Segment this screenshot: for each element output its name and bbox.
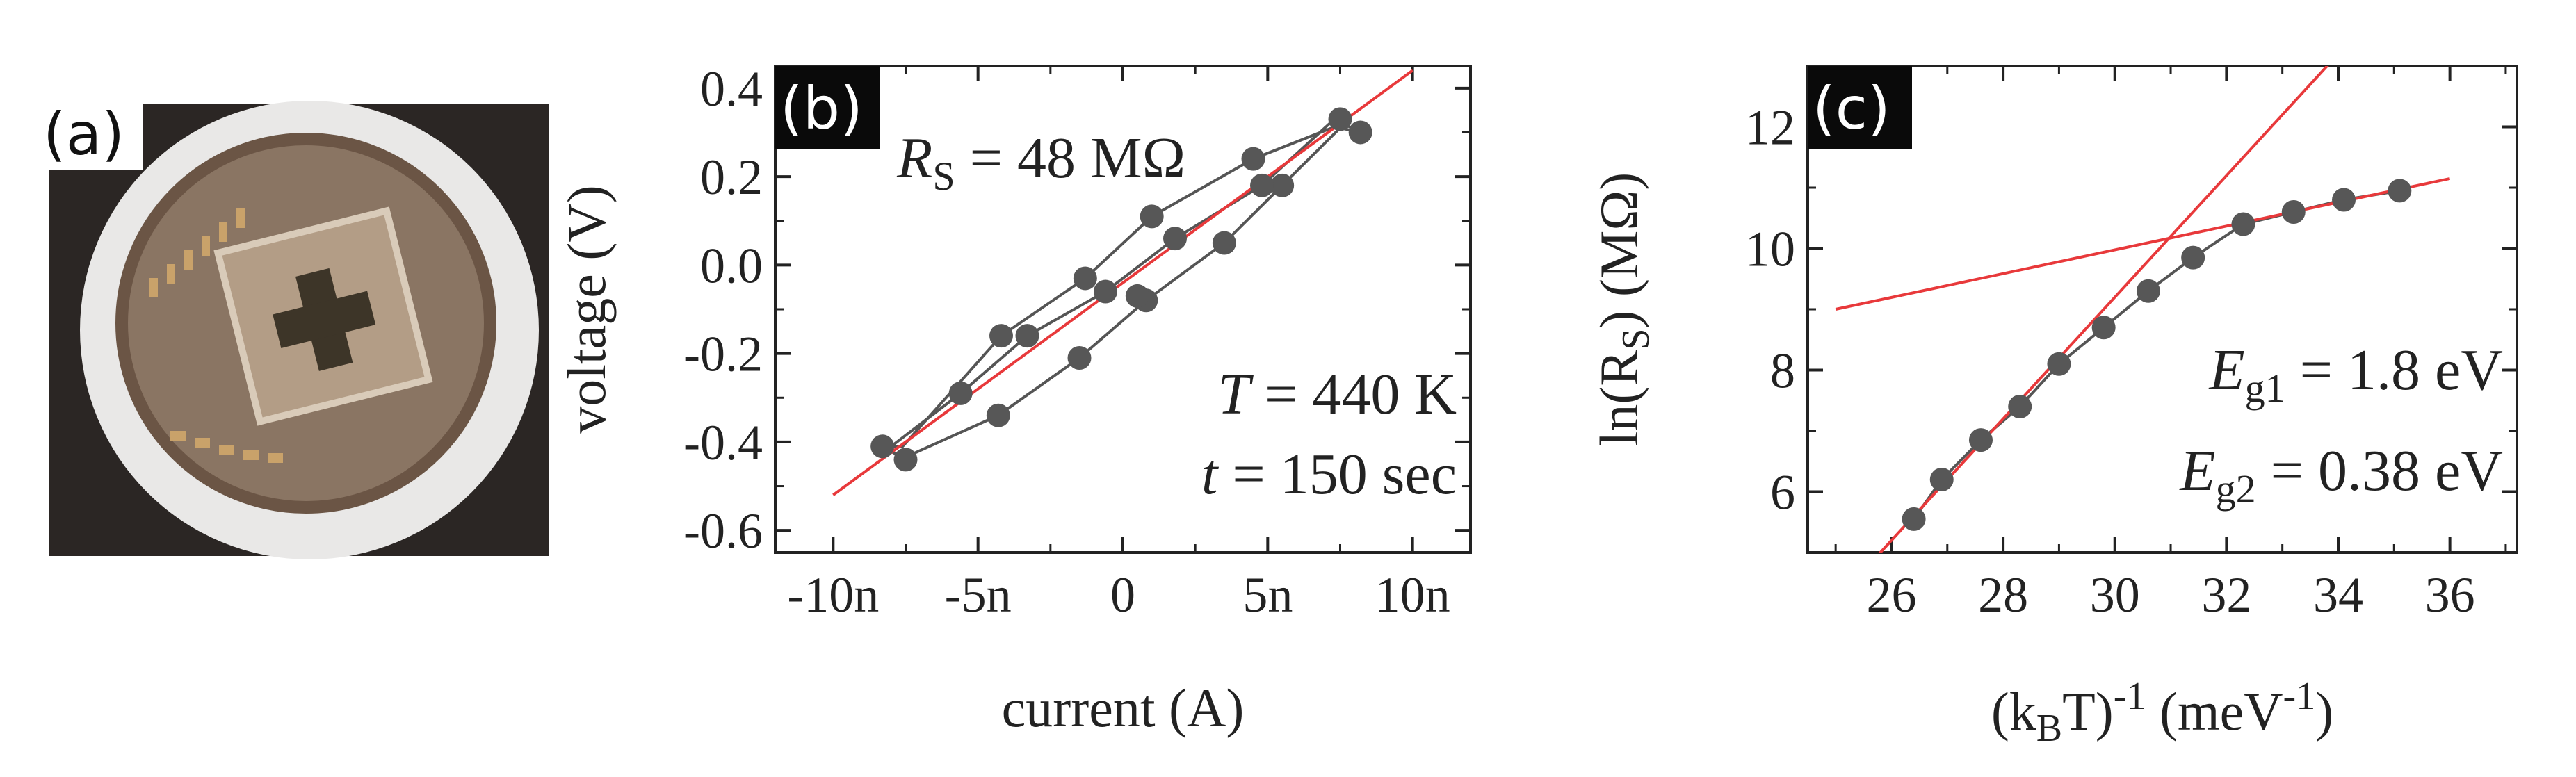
panel-a: (a) [38, 94, 549, 559]
panel-label-c: (c) [1813, 74, 1890, 142]
y-tick-label: -0.4 [683, 415, 763, 471]
data-point [2281, 200, 2306, 224]
panel-label-a: (a) [43, 100, 124, 168]
data-point [1902, 507, 1926, 531]
annotation-time-eq: = 150 sec [1217, 442, 1457, 507]
panel-label-a-bg [38, 94, 143, 170]
data-point [1241, 147, 1265, 171]
annotation-eg1: Eg1 = 1.8 eV [2208, 338, 2503, 411]
annotation-time: t = 150 sec [1201, 442, 1457, 507]
x-tick-label: 34 [2313, 567, 2363, 623]
x-tick-label: 30 [2090, 567, 2140, 623]
annotation-eg1-eq: = 1.8 eV [2285, 338, 2503, 402]
annotation-temperature: T = 440 K [1217, 362, 1457, 427]
y-tick-label: -0.6 [683, 503, 763, 559]
data-point [1094, 279, 1117, 304]
data-point [1067, 346, 1092, 370]
data-point [948, 381, 973, 405]
annotation-rs-eq: = 48 MΩ [955, 126, 1186, 190]
annotation-eg2-sub: g2 [2216, 466, 2256, 512]
annotation-eg1-sub: g1 [2245, 366, 2285, 411]
annotation-eg2-var: E [2179, 439, 2215, 503]
x-tick-label: 10n [1375, 567, 1450, 623]
x-axis-title-c: (kBT)-1 (meV-1) [1991, 675, 2333, 750]
data-point [1348, 120, 1372, 145]
x-tick-labels-c: 26 28 30 32 34 36 [1866, 567, 2474, 623]
x-tick-label: -5n [945, 567, 1012, 623]
series-c [1835, 66, 2451, 553]
x-tick-label: 0 [1110, 567, 1135, 623]
data-point [2091, 316, 2116, 340]
data-point [989, 324, 1013, 348]
annotation-time-var: t [1201, 442, 1220, 507]
x-tick-label: 5n [1242, 567, 1293, 623]
data-point [870, 434, 895, 459]
annotation-temperature-var: T [1217, 362, 1254, 427]
fit-line [832, 69, 1413, 496]
annotation-rs-sub: S [932, 154, 955, 199]
x-tick-label: 36 [2425, 567, 2475, 623]
data-point [1929, 468, 1954, 491]
data-point [1968, 428, 1993, 452]
series-line [882, 117, 1361, 461]
panel-label-c-bg [1808, 66, 1912, 149]
data-point [2181, 245, 2205, 270]
data-point [1212, 231, 1236, 255]
annotation-eg2: Eg2 = 0.38 eV [2179, 439, 2503, 512]
y-axis-title-c: ln(RS) (MΩ) [1589, 172, 1658, 447]
data-point [1125, 284, 1149, 308]
y-tick-label: 12 [1745, 100, 1795, 156]
data-point [986, 403, 1010, 427]
y-tick-label: 8 [1770, 343, 1795, 399]
series-b [832, 69, 1413, 496]
data-point [1140, 204, 1164, 229]
y-tick-label: 6 [1770, 465, 1795, 521]
panel-label-b-bg [775, 66, 880, 149]
y-axis-title-b: voltage (V) [556, 185, 617, 433]
data-point [2388, 179, 2412, 203]
data-point [2231, 212, 2255, 236]
data-point [2332, 188, 2356, 212]
data-point [1073, 266, 1097, 291]
x-tick-label: 32 [2201, 567, 2251, 623]
photo-inner-shade [115, 133, 496, 514]
data-point [2136, 279, 2160, 303]
panel-label-b: (b) [780, 74, 863, 142]
x-tick-label: 28 [1978, 567, 2028, 623]
x-tick-label: -10n [787, 567, 879, 623]
x-tick-label: 26 [1866, 567, 1916, 623]
plot-area [832, 69, 1413, 496]
data-point [1328, 107, 1352, 131]
panel-c: 26 28 30 32 34 36 6 8 10 12 (kBT)-1 (meV-1) ln(R… [1589, 65, 2518, 750]
axis-ticks-b [775, 66, 1471, 553]
data-point [1163, 227, 1187, 251]
x-tick-labels-b: -10n -5n 0 5n 10n [787, 567, 1450, 623]
y-tick-label: 0.0 [700, 238, 763, 293]
data-point [1015, 324, 1039, 348]
y-tick-labels-b: -0.6 -0.4 -0.2 0.0 0.2 0.4 [683, 61, 763, 559]
annotation-eg1-var: E [2208, 338, 2244, 402]
data-point [1250, 173, 1274, 197]
panel-b: -10n -5n 0 5n 10n -0.6 -0.4 -0.2 0.0 0.2 0.4 curr… [556, 61, 1472, 738]
y-tick-label: 0.2 [700, 149, 763, 205]
data-point [893, 448, 918, 472]
y-tick-labels-c: 6 8 10 12 [1745, 100, 1795, 521]
photo-pads [149, 208, 283, 463]
y-tick-label: 0.4 [700, 61, 763, 117]
plot-area [1835, 66, 2451, 553]
annotation-temperature-eq: = 440 K [1250, 362, 1457, 427]
annotation-eg2-eq: = 0.38 eV [2256, 439, 2503, 503]
photo-electrodes [273, 268, 376, 371]
annotation-rs: RS = 48 MΩ [896, 126, 1185, 199]
data-point [2008, 395, 2032, 418]
y-tick-label: -0.2 [683, 327, 763, 382]
data-point [2047, 352, 2071, 376]
x-axis-title-b: current (A) [1002, 678, 1245, 738]
y-tick-label: 10 [1745, 222, 1795, 277]
data-point [1270, 173, 1295, 197]
annotation-rs-var: R [896, 126, 932, 190]
